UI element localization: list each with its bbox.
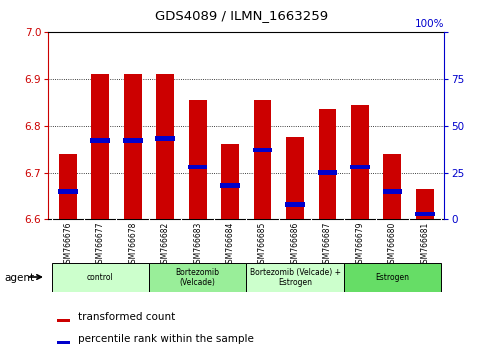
Text: transformed count: transformed count: [78, 312, 175, 322]
Bar: [188, 165, 208, 169]
Text: agent: agent: [5, 273, 35, 282]
Bar: [319, 109, 337, 219]
Bar: [59, 154, 77, 219]
Text: percentile rank within the sample: percentile rank within the sample: [78, 334, 254, 344]
Text: GSM766677: GSM766677: [96, 222, 105, 268]
Text: GSM766681: GSM766681: [420, 222, 429, 268]
Bar: [57, 341, 70, 343]
Text: GSM766683: GSM766683: [193, 222, 202, 268]
Text: Bortezomib (Velcade) +
Estrogen: Bortezomib (Velcade) + Estrogen: [250, 268, 341, 287]
Text: GSM766687: GSM766687: [323, 222, 332, 268]
Bar: [149, 263, 246, 292]
Text: Estrogen: Estrogen: [375, 273, 410, 282]
Bar: [318, 170, 337, 175]
Bar: [57, 319, 70, 322]
Bar: [351, 104, 369, 219]
Bar: [254, 100, 271, 219]
Bar: [384, 154, 401, 219]
Bar: [123, 138, 142, 143]
Bar: [91, 74, 109, 219]
Text: 100%: 100%: [415, 19, 444, 29]
Text: GSM766679: GSM766679: [355, 222, 365, 268]
Text: GSM766676: GSM766676: [63, 222, 72, 268]
Bar: [90, 138, 110, 143]
Bar: [253, 148, 272, 153]
Text: GDS4089 / ILMN_1663259: GDS4089 / ILMN_1663259: [155, 9, 328, 22]
Bar: [344, 263, 441, 292]
Text: Bortezomib
(Velcade): Bortezomib (Velcade): [176, 268, 220, 287]
Text: GSM766684: GSM766684: [226, 222, 235, 268]
Text: GSM766686: GSM766686: [291, 222, 299, 268]
Bar: [286, 137, 304, 219]
Text: GSM766680: GSM766680: [388, 222, 397, 268]
Bar: [416, 189, 434, 219]
Bar: [52, 263, 149, 292]
Bar: [221, 144, 239, 219]
Bar: [246, 263, 344, 292]
Bar: [156, 136, 175, 141]
Bar: [285, 202, 305, 207]
Text: GSM766685: GSM766685: [258, 222, 267, 268]
Text: GSM766678: GSM766678: [128, 222, 137, 268]
Text: GSM766682: GSM766682: [161, 222, 170, 268]
Bar: [58, 189, 78, 194]
Bar: [124, 74, 142, 219]
Bar: [156, 74, 174, 219]
Bar: [220, 183, 240, 188]
Text: control: control: [87, 273, 114, 282]
Bar: [383, 189, 402, 194]
Bar: [350, 165, 370, 169]
Bar: [415, 211, 435, 216]
Bar: [189, 100, 207, 219]
